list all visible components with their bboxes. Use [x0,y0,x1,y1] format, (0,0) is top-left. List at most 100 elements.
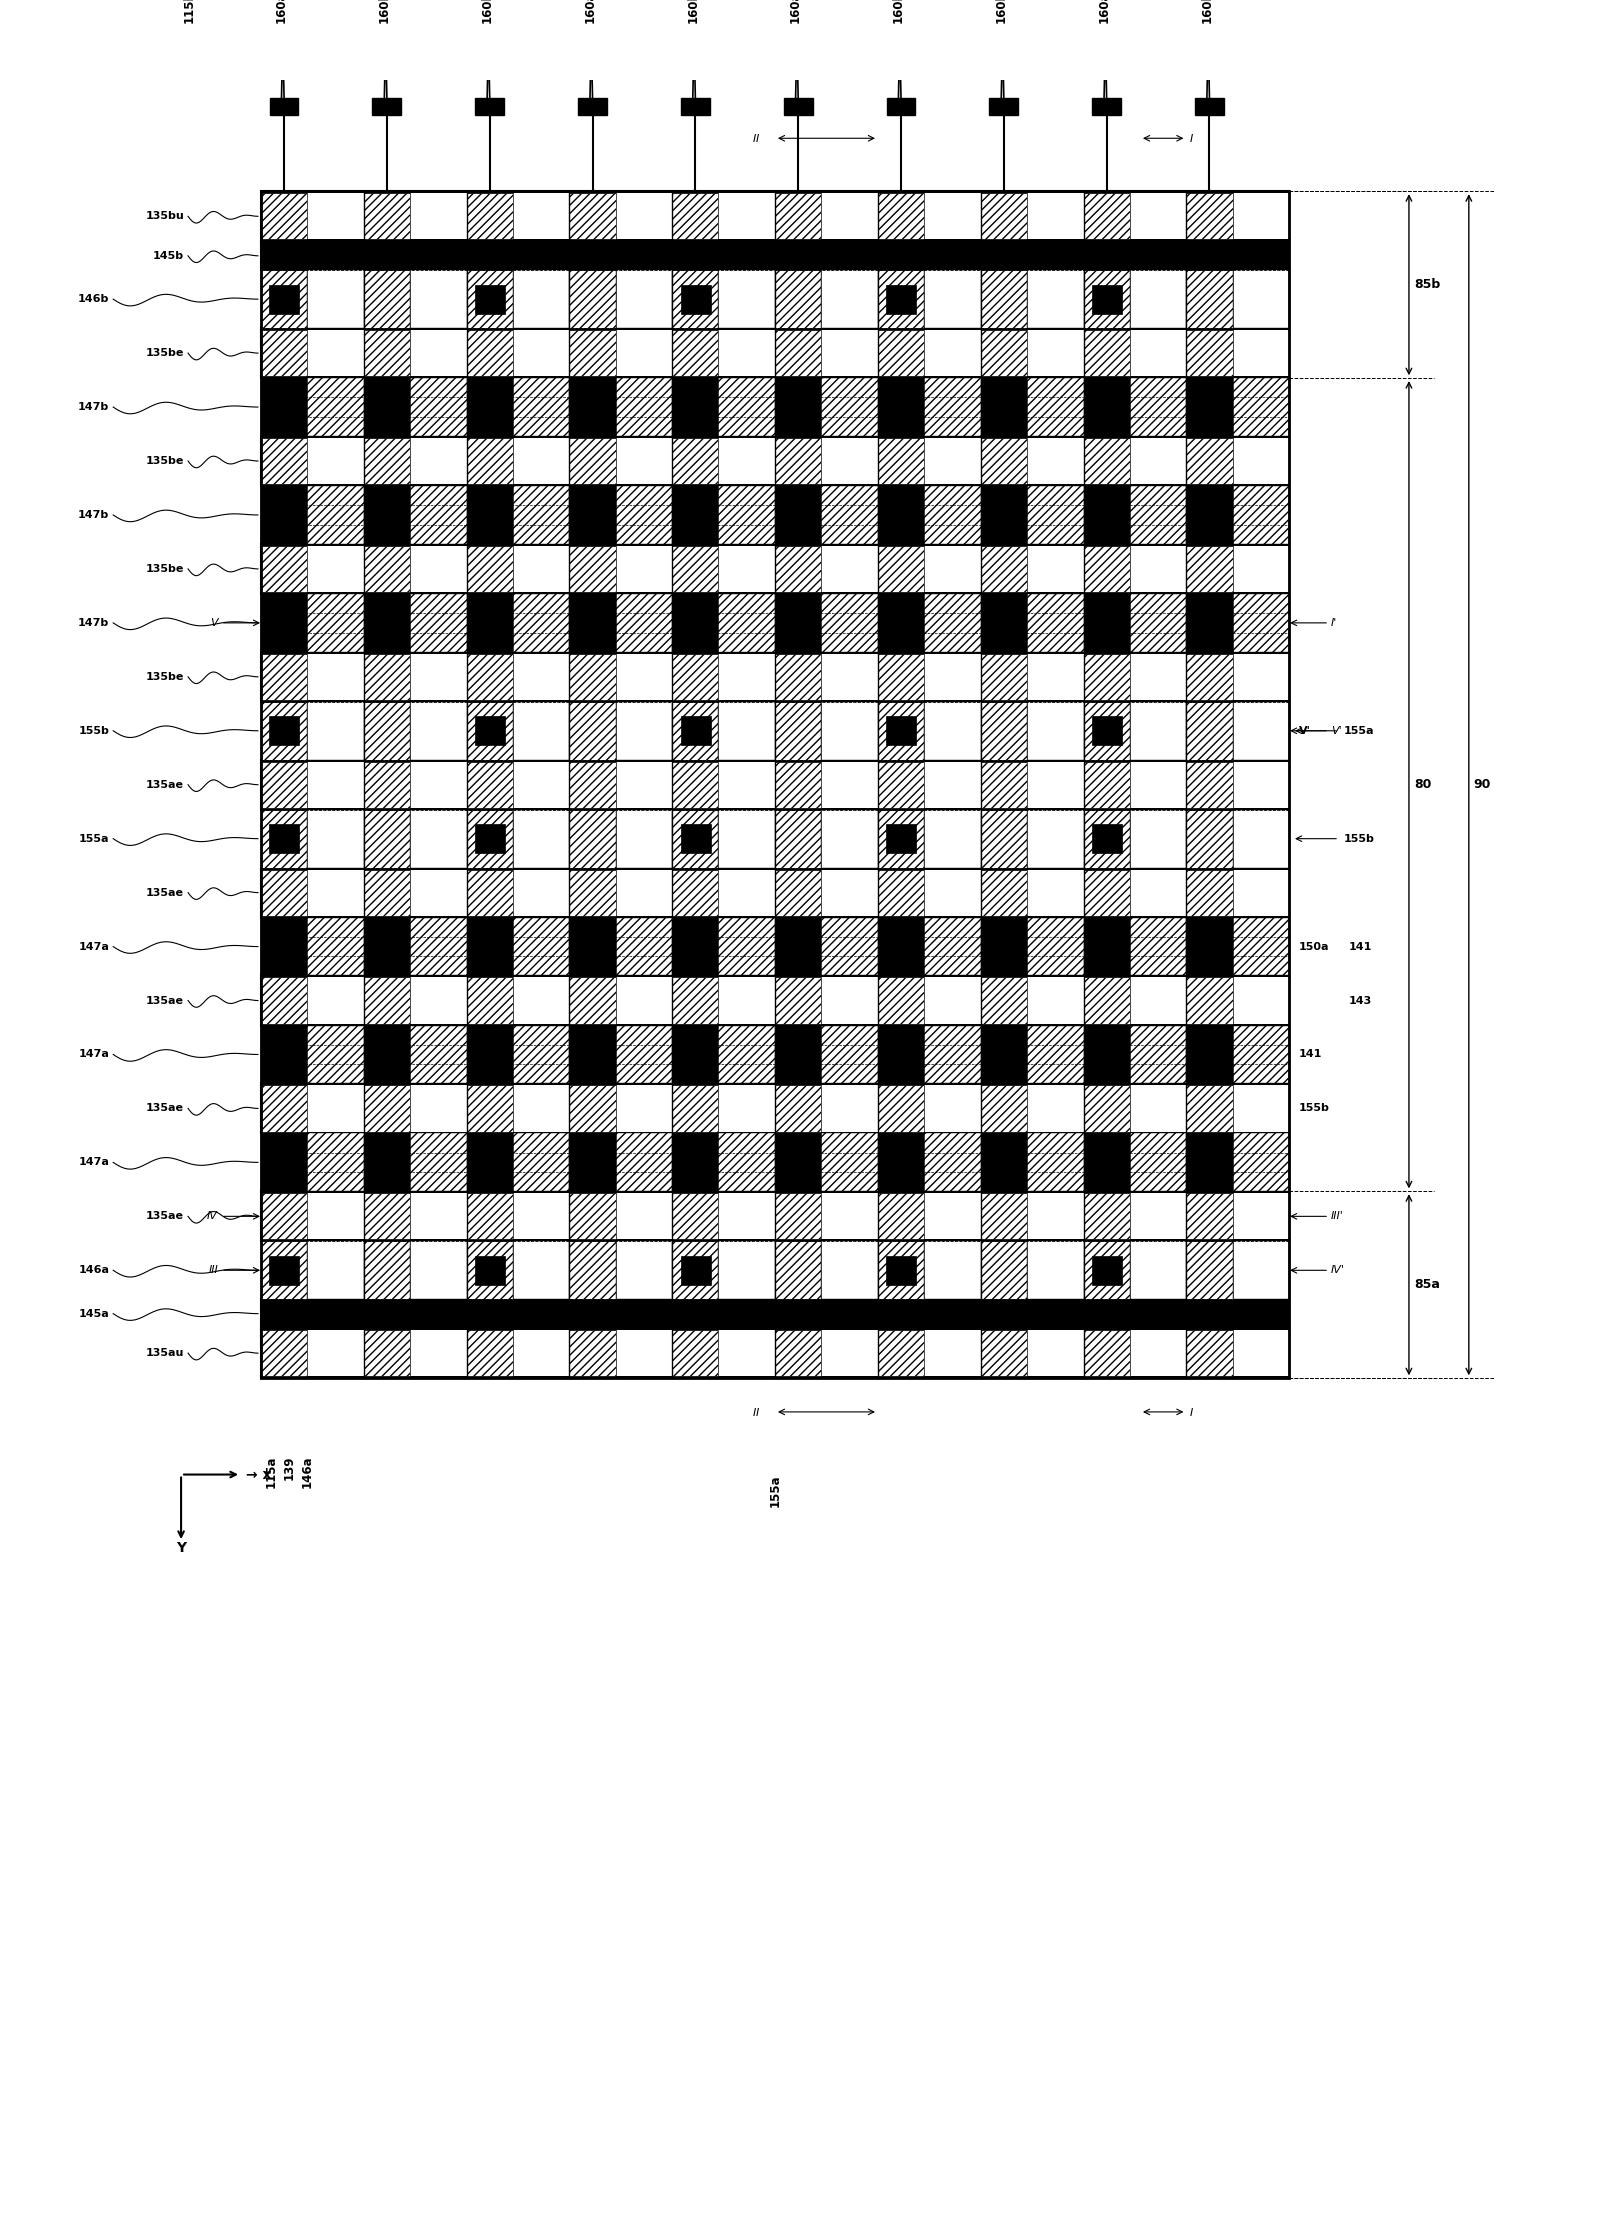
Bar [269,1256,300,1285]
Bar [673,1242,718,1300]
Bar [775,978,822,1023]
Bar [980,486,1027,544]
Text: 160a: 160a [583,0,596,22]
Text: 141: 141 [1349,942,1373,951]
Bar [410,761,466,808]
Bar [718,1193,775,1240]
Bar [615,1085,673,1132]
Bar [261,190,1290,242]
Bar [878,546,924,593]
Text: IV: IV [207,1211,218,1222]
Bar [822,761,878,808]
Bar [261,871,308,915]
Bar [1129,761,1187,808]
Text: 85b: 85b [1415,278,1440,291]
Bar [718,871,775,915]
Bar [466,593,513,651]
Bar [1187,593,1232,651]
Bar [410,593,466,651]
Bar [1129,703,1187,759]
Bar [261,976,1290,1025]
Bar [513,271,569,329]
Text: 160a: 160a [276,0,288,22]
Text: 115b: 115b [183,0,195,22]
Text: 155b: 155b [1299,1103,1330,1115]
Bar [924,1132,980,1191]
Bar [261,1191,1290,1242]
Bar [822,192,878,239]
Bar [261,190,1290,1379]
Bar [261,810,1290,868]
Bar [878,378,924,436]
Bar [308,703,364,759]
Bar [924,1193,980,1240]
Bar [513,1085,569,1132]
Bar [718,271,775,329]
Bar [1232,810,1290,868]
Bar [1187,439,1232,483]
Bar [673,439,718,483]
Bar [718,1025,775,1083]
Bar [1187,486,1232,544]
Bar [261,703,1290,759]
Bar [474,824,505,853]
Bar [822,703,878,759]
Bar [261,593,1290,651]
Bar [615,329,673,376]
Text: 160b: 160b [892,0,905,22]
Bar [569,192,615,239]
Bar [886,284,916,313]
Bar [1083,1025,1129,1083]
Text: 160b: 160b [378,0,391,22]
Bar [308,1132,364,1191]
Bar [1187,192,1232,239]
Bar [1129,1025,1187,1083]
Bar [1129,1085,1187,1132]
Bar [924,1329,980,1376]
Text: 135be: 135be [146,349,184,358]
Bar [615,378,673,436]
Bar [673,653,718,700]
Bar [878,271,924,329]
Text: 80: 80 [1415,779,1431,792]
Bar [1027,593,1083,651]
Bar [1129,653,1187,700]
Bar [615,1025,673,1083]
Bar [924,653,980,700]
Bar [410,1242,466,1300]
Bar [1083,1242,1129,1300]
Bar [364,761,410,808]
Bar [615,761,673,808]
Bar [1027,1025,1083,1083]
Bar [466,1329,513,1376]
Bar [980,918,1027,976]
Bar [775,1329,822,1376]
Bar [410,1329,466,1376]
Bar [1027,546,1083,593]
Text: 147a: 147a [78,942,109,951]
Bar [513,1193,569,1240]
Bar [673,593,718,651]
Bar [822,1025,878,1083]
Text: 160b: 160b [995,0,1008,22]
Text: 135be: 135be [146,564,184,573]
Bar [569,546,615,593]
Bar [269,98,298,114]
Bar [878,486,924,544]
Bar [1027,1242,1083,1300]
Bar [513,378,569,436]
Bar [980,810,1027,868]
Bar [980,329,1027,376]
Bar [878,761,924,808]
Bar [1232,378,1290,436]
Bar [775,439,822,483]
Bar [1129,810,1187,868]
Bar [673,978,718,1023]
Bar [410,1193,466,1240]
Bar [1232,1132,1290,1191]
Bar [269,284,300,313]
Bar [1083,871,1129,915]
Text: 139: 139 [282,1455,296,1479]
Bar [1083,810,1129,868]
Bar [466,918,513,976]
